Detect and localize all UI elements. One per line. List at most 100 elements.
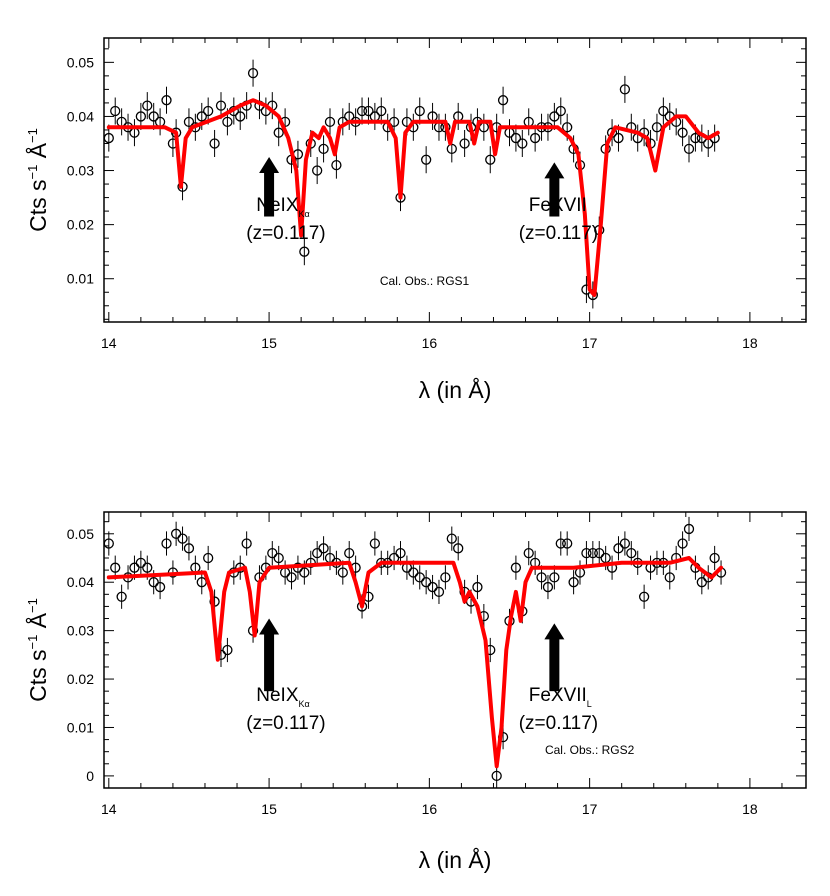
data-point bbox=[110, 105, 121, 117]
x-tick-label: 17 bbox=[582, 335, 598, 351]
arrow-head bbox=[544, 162, 565, 179]
data-point bbox=[203, 552, 214, 564]
data-point bbox=[161, 95, 172, 106]
data-point bbox=[497, 95, 509, 106]
x-tick-label: 15 bbox=[261, 335, 277, 351]
data-point bbox=[453, 543, 464, 554]
data-point bbox=[568, 577, 579, 588]
arrow-shaft bbox=[264, 632, 275, 692]
x-tick-label: 16 bbox=[422, 335, 438, 351]
panel-rgs2: 14 15 16 17 18 0 0.01 0.02 0.03 0.04 0.05 λ (in Å) C… bbox=[24, 511, 807, 873]
data-point bbox=[305, 557, 316, 568]
x-tick-label: 18 bbox=[742, 335, 758, 351]
line-label: FeXVII bbox=[529, 195, 587, 216]
data-point bbox=[485, 154, 496, 165]
data-point bbox=[658, 105, 669, 117]
data-point bbox=[177, 533, 188, 544]
y-tick-label: 0.04 bbox=[67, 574, 94, 590]
data-point bbox=[421, 154, 432, 165]
y-tick-label: 0.05 bbox=[67, 54, 94, 70]
data-point bbox=[209, 138, 220, 149]
panel-rgs1: 14 15 16 17 18 0.01 0.02 0.03 0.04 0.05 λ (in Å) Ct… bbox=[24, 37, 807, 403]
data-point bbox=[142, 100, 153, 111]
data-point bbox=[299, 567, 310, 578]
data-point bbox=[414, 105, 425, 117]
data-point bbox=[446, 533, 457, 544]
data-point bbox=[312, 548, 323, 559]
data-point bbox=[472, 581, 483, 593]
redshift-label: (z=0.117) bbox=[519, 713, 598, 734]
model-curve bbox=[106, 98, 720, 297]
y-tick-label: 0 bbox=[86, 768, 94, 784]
data-point bbox=[273, 552, 284, 564]
data-point bbox=[529, 132, 541, 144]
data-point bbox=[161, 538, 172, 549]
redshift-label: (z=0.117) bbox=[519, 223, 598, 244]
data-point bbox=[331, 159, 342, 171]
data-point bbox=[562, 122, 573, 133]
data-point bbox=[376, 105, 387, 117]
data-point bbox=[696, 577, 707, 588]
data-point bbox=[154, 581, 166, 593]
data-point bbox=[510, 132, 522, 144]
data-point bbox=[549, 572, 560, 583]
data-point bbox=[664, 572, 675, 583]
data-point bbox=[103, 538, 114, 549]
data-point bbox=[414, 572, 425, 583]
data-point bbox=[683, 143, 695, 155]
data-point bbox=[337, 567, 348, 578]
data-point bbox=[299, 246, 310, 257]
x-tick-label: 17 bbox=[582, 801, 598, 817]
y-tick-label: 0.01 bbox=[67, 271, 94, 287]
data-point bbox=[549, 111, 560, 122]
arrow-head bbox=[544, 623, 565, 640]
data-point bbox=[613, 543, 624, 554]
x-axis-title: λ (in Å) bbox=[419, 846, 492, 873]
x-tick-label: 16 bbox=[422, 801, 438, 817]
data-point bbox=[129, 562, 140, 573]
plot-frame bbox=[103, 37, 807, 323]
data-point bbox=[363, 105, 374, 117]
redshift-label: (z=0.117) bbox=[246, 713, 325, 734]
arrow-shaft bbox=[264, 171, 275, 217]
data-point bbox=[148, 111, 159, 122]
data-point bbox=[267, 548, 278, 559]
data-point bbox=[587, 548, 598, 559]
y-axis-title: Cts s−1 Å−1 bbox=[24, 598, 51, 702]
data-point bbox=[594, 548, 605, 559]
data-point bbox=[170, 528, 182, 539]
line-label: NeIXKα bbox=[256, 195, 309, 219]
data-point bbox=[116, 591, 127, 602]
y-tick-label: 0.03 bbox=[67, 163, 94, 179]
data-point bbox=[318, 543, 329, 554]
line-label: NeIXKα bbox=[256, 685, 309, 709]
data-point bbox=[619, 538, 631, 549]
data-point bbox=[395, 548, 406, 559]
data-point bbox=[110, 562, 121, 573]
y-tick-label: 0.02 bbox=[67, 671, 94, 687]
data-point bbox=[638, 591, 650, 602]
data-point bbox=[433, 586, 445, 598]
y-tick-label: 0.03 bbox=[67, 623, 94, 639]
data-point bbox=[318, 143, 329, 155]
data-point bbox=[555, 538, 566, 549]
arrow-shaft bbox=[549, 637, 560, 692]
data-point bbox=[222, 116, 233, 127]
data-point bbox=[222, 644, 233, 656]
y-tick-label: 0.01 bbox=[67, 719, 94, 735]
x-tick-label: 14 bbox=[101, 335, 117, 351]
data-point bbox=[312, 165, 323, 176]
data-point bbox=[135, 557, 147, 568]
data-point bbox=[235, 111, 246, 122]
y-tick-label: 0.02 bbox=[67, 217, 94, 233]
x-tick-label: 15 bbox=[261, 801, 277, 817]
data-point bbox=[677, 127, 688, 138]
data-point bbox=[619, 84, 631, 95]
data-point bbox=[562, 538, 573, 549]
line-label: FeXVIIL bbox=[529, 685, 592, 709]
data-point bbox=[677, 538, 688, 549]
data-point bbox=[142, 562, 153, 573]
calibration-label: Cal. Obs.: RGS1 bbox=[380, 274, 470, 288]
data-point bbox=[683, 523, 695, 535]
